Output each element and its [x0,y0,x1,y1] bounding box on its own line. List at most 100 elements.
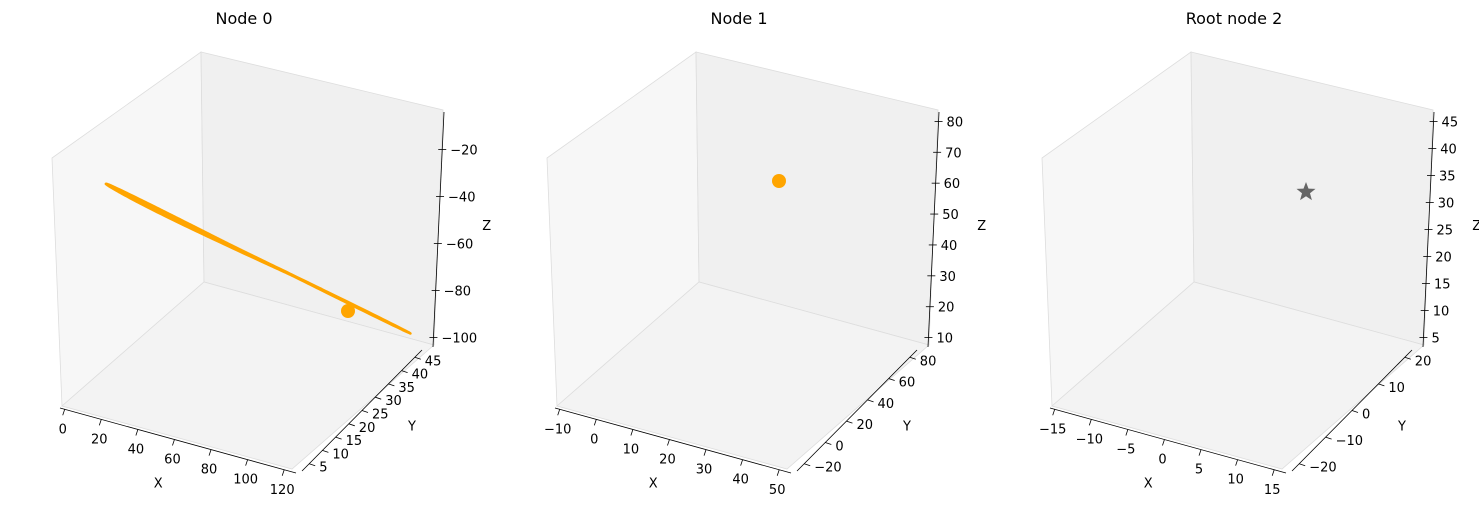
z-tick-label: 5 [1431,332,1439,347]
pane-floor [556,281,930,470]
y-tick-mark [888,378,895,381]
y-tick-mark [375,396,382,400]
y-tick-mark [335,436,342,440]
x-tick-mark [740,459,743,466]
y-tick-mark [414,356,421,360]
y-tick-mark [1378,383,1385,387]
x-tick-label: 60 [164,453,181,468]
y-tick-label: 45 [425,354,442,369]
z-axis-label: Z [1472,219,1479,234]
x-axis-label: X [649,476,658,491]
y-tick-mark [361,410,369,413]
y-tick-label: 40 [878,397,895,412]
x-tick-label: 0 [59,422,67,437]
panel-1: Node 1−1001020304050X−20020406080Y102030… [544,9,1354,498]
x-tick-mark [135,429,139,436]
y-tick-label: 40 [412,368,429,383]
x-tick-mark [1052,409,1056,416]
y-axis-label: Y [902,420,911,435]
y-tick-mark [1404,356,1411,360]
y-tick-label: 60 [899,376,916,391]
y-tick-label: −20 [1309,461,1336,476]
y-tick-mark [846,420,853,424]
x-axis-line [1049,407,1287,474]
x-tick-label: 100 [233,473,258,488]
x-tick-mark [1088,419,1092,426]
y-tick-label: 5 [319,461,327,476]
series-marker [341,304,355,318]
z-tick-label: −60 [446,238,473,253]
y-tick-label: 20 [1415,354,1432,369]
x-tick-label: 0 [1158,453,1166,468]
z-axis-label: Z [482,219,491,234]
series-marker [772,174,786,188]
y-tick-label: 35 [398,381,415,396]
x-tick-label: 30 [696,463,713,478]
y-tick-label: 10 [1388,381,1405,396]
x-axis-line [554,407,792,474]
x-tick-label: −10 [544,422,571,437]
z-tick-label: 45 [1442,115,1459,130]
y-axis-label: Y [1397,420,1406,435]
x-tick-mark [1198,449,1202,456]
x-tick-label: 40 [732,473,749,488]
x-tick-label: −15 [1039,422,1066,437]
x-tick-mark [1271,469,1275,476]
x-tick-mark [1235,459,1238,466]
x-tick-label: −10 [1076,432,1103,447]
z-tick-label: 35 [1439,169,1456,184]
x-tick-mark [776,469,780,476]
y-tick-mark [401,370,408,373]
y-tick-label: 20 [359,421,376,436]
x-tick-label: 10 [1227,473,1244,488]
z-axis-line [432,111,445,348]
y-tick-mark [309,463,316,467]
x-tick-mark [208,449,212,456]
z-tick-label: −100 [441,332,477,347]
x-tick-label: 20 [91,432,108,447]
x-tick-mark [172,439,175,446]
y-tick-mark [348,423,355,427]
x-tick-mark [281,469,285,476]
z-tick-label: 30 [939,270,956,285]
pane-floor [61,281,435,470]
chart-title: Node 0 [215,9,272,28]
z-tick-label: 70 [945,146,962,161]
z-axis-line [927,111,940,348]
z-tick-label: −20 [450,144,477,159]
x-tick-mark [245,459,248,466]
z-tick-label: −40 [448,191,475,206]
y-tick-label: 20 [856,418,873,433]
x-tick-mark [62,409,66,416]
x-axis-line [59,407,297,474]
z-tick-label: 20 [1435,251,1452,266]
panel-2: Root node 2−15−10−5051015X−20−1001020Y51… [1039,9,1479,498]
x-tick-mark [1162,439,1165,446]
y-tick-label: 30 [385,394,402,409]
y-tick-mark [1325,436,1332,440]
z-tick-label: 10 [936,332,953,347]
x-tick-mark [98,419,102,426]
y-tick-label: 0 [1362,408,1370,423]
pane-floor [1051,281,1425,470]
x-tick-label: 20 [659,453,676,468]
y-tick-label: 10 [332,447,349,462]
panel-0: Node 0020406080100120X51015202530354045Y… [51,9,491,498]
z-tick-label: 80 [947,115,964,130]
z-tick-label: 10 [1433,305,1450,320]
y-tick-label: 15 [346,434,363,449]
x-axis-label: X [154,476,163,491]
x-tick-mark [667,439,670,446]
z-tick-label: 15 [1434,278,1451,293]
y-axis-line [796,349,918,472]
y-tick-mark [322,450,329,453]
series-line [104,182,412,335]
x-tick-label: 120 [270,483,295,498]
y-tick-mark [825,442,832,445]
z-tick-label: 50 [942,208,959,223]
x-tick-label: 5 [1195,463,1203,478]
z-tick-label: 20 [938,301,955,316]
y-tick-mark [909,356,916,360]
y-tick-mark [388,383,395,387]
